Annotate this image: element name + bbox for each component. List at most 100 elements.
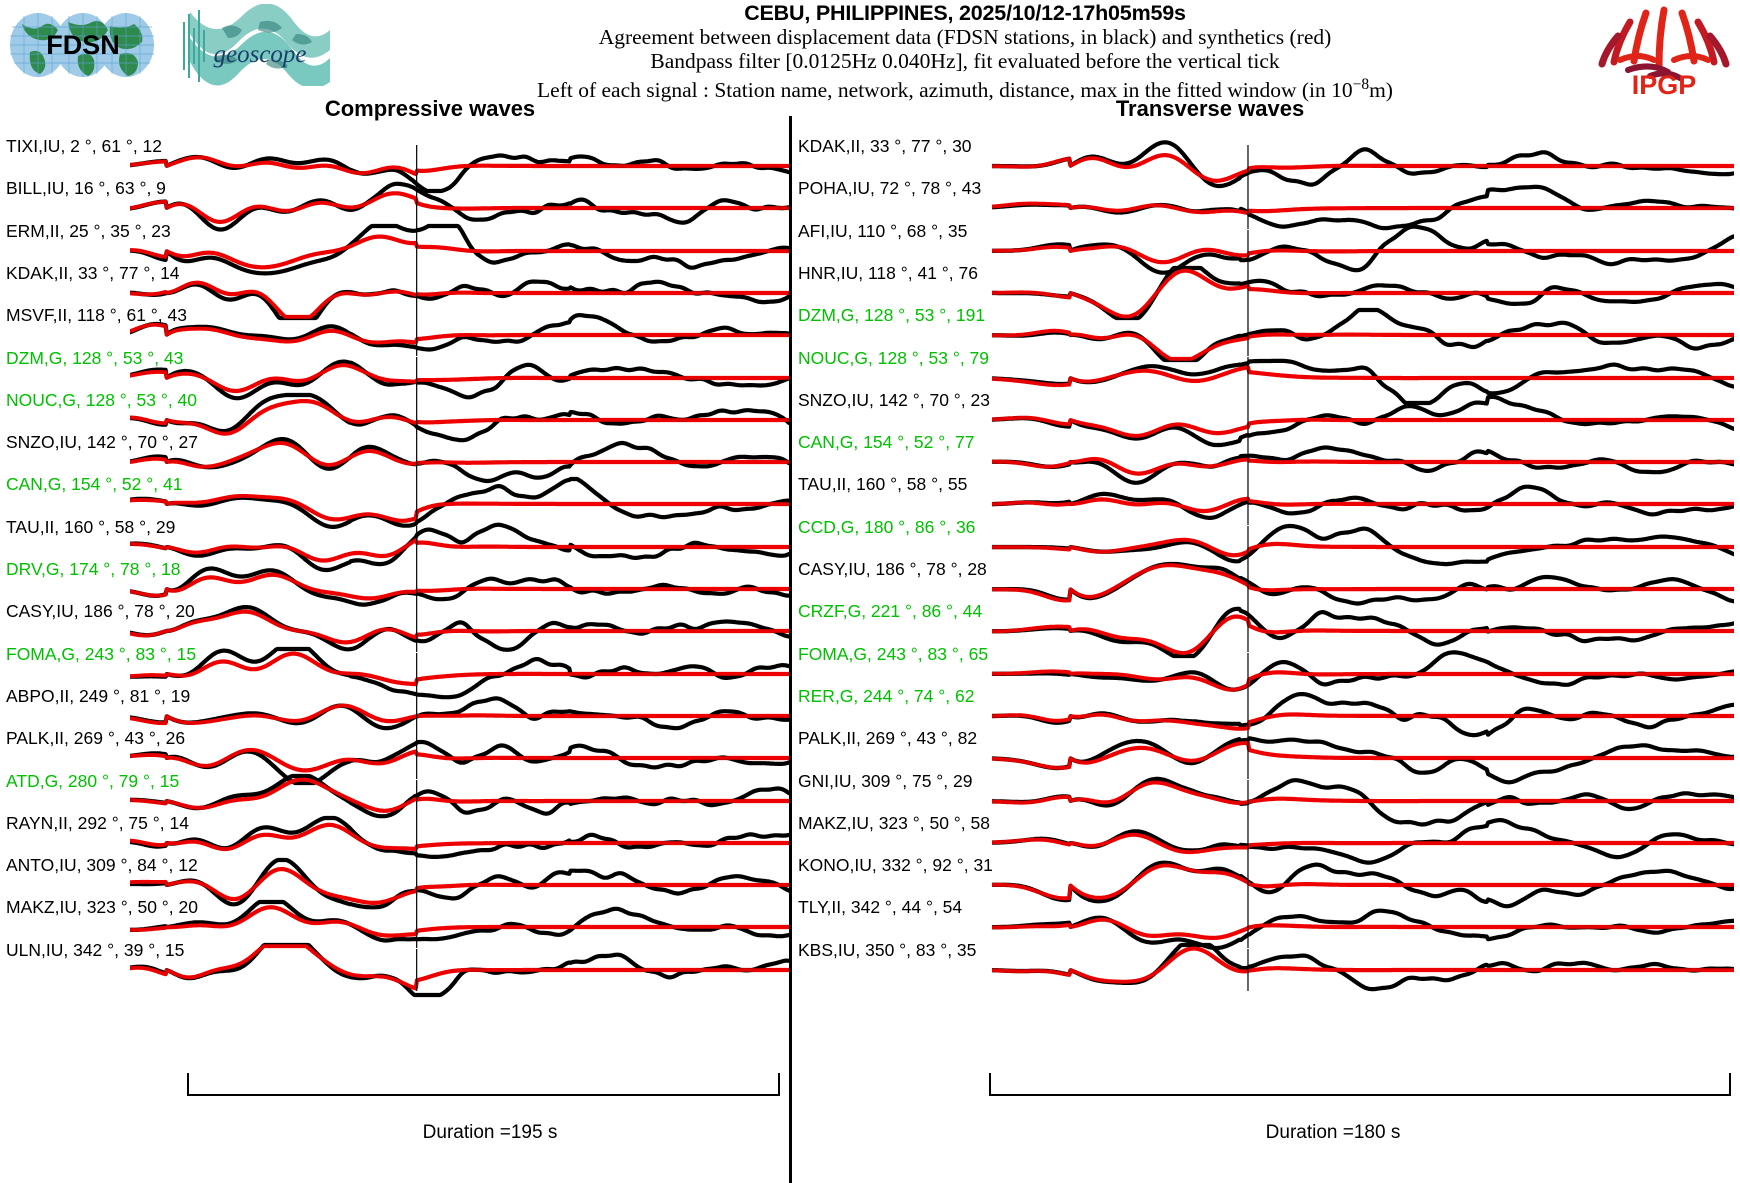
trace-label-rer: RER,G, 244 °, 74 °, 62 bbox=[798, 685, 975, 706]
waveform-bill-compressive bbox=[130, 181, 789, 232]
trace-label-kdak: KDAK,II, 33 °, 77 °, 14 bbox=[6, 262, 180, 283]
data-trace bbox=[130, 359, 789, 400]
synthetic-trace-overlay bbox=[130, 867, 789, 905]
trace-label-tau: TAU,II, 160 °, 58 °, 29 bbox=[6, 516, 176, 537]
trace-label-nouc: NOUC,G, 128 °, 53 °, 40 bbox=[6, 389, 198, 410]
trace-label-makz: MAKZ,IU, 323 °, 50 °, 20 bbox=[6, 897, 198, 918]
trace-row: CASY,IU, 186 °, 78 °, 28 bbox=[792, 555, 1734, 619]
trace-label-snzo: SNZO,IU, 142 °, 70 °, 27 bbox=[6, 432, 198, 453]
trace-label-kbs: KBS,IU, 350 °, 83 °, 35 bbox=[798, 939, 977, 960]
trace-label-casy: CASY,IU, 186 °, 78 °, 28 bbox=[798, 559, 987, 579]
synthetic-trace-overlay bbox=[130, 537, 789, 562]
synthetic-trace-overlay bbox=[992, 946, 1734, 984]
synthetic-trace-overlay bbox=[130, 191, 789, 224]
data-trace bbox=[130, 696, 789, 731]
duration-bracket-compressive bbox=[187, 1073, 780, 1096]
waveform-gni-transverse bbox=[992, 776, 1734, 827]
synthetic-trace-overlay bbox=[992, 614, 1734, 656]
data-trace bbox=[130, 942, 789, 997]
synthetic-trace-overlay bbox=[992, 832, 1734, 854]
trace-label-tau: TAU,II, 160 °, 58 °, 55 bbox=[798, 474, 968, 495]
synthetic-trace-overlay bbox=[992, 537, 1734, 557]
trace-row: CCD,G, 180 °, 86 °, 36 bbox=[792, 513, 1734, 577]
trace-row: POHA,IU, 72 °, 78 °, 43 bbox=[792, 174, 1734, 238]
synthetic-trace-overlay bbox=[130, 703, 789, 725]
waveform-abpo-compressive bbox=[130, 694, 789, 737]
trace-label-drv: DRV,G, 174 °, 78 °, 18 bbox=[6, 559, 181, 579]
trace-row: MAKZ,IU, 323 °, 50 °, 20 bbox=[0, 893, 789, 957]
trace-row: TIXI,IU, 2 °, 61 °, 12 bbox=[0, 132, 789, 196]
data-trace bbox=[992, 606, 1734, 659]
data-trace bbox=[130, 857, 789, 910]
synthetic-trace-overlay bbox=[130, 572, 789, 601]
waveform-snzo-transverse bbox=[992, 394, 1734, 447]
synthetic-trace bbox=[130, 776, 789, 813]
trace-row: CAN,G, 154 °, 52 °, 77 bbox=[792, 428, 1734, 492]
trace-row: GNI,IU, 309 °, 75 °, 29 bbox=[792, 767, 1734, 831]
synthetic-trace-overlay bbox=[992, 329, 1734, 361]
synthetic-trace-overlay bbox=[992, 918, 1734, 941]
waveform-kdak-transverse bbox=[992, 140, 1734, 189]
synthetic-trace-overlay bbox=[130, 234, 789, 269]
trace-label-bill: BILL,IU, 16 °, 63 °, 9 bbox=[6, 178, 166, 199]
waveform-makz-transverse bbox=[992, 817, 1734, 865]
trace-row: HNR,IU, 118 °, 41 °, 76 bbox=[792, 259, 1734, 323]
panel-transverse-waves: KDAK,II, 33 °, 77 °, 30 POHA,IU, 72 °, 78… bbox=[792, 0, 1740, 1183]
trace-row: RAYN,II, 292 °, 75 °, 14 bbox=[0, 809, 789, 873]
waveform-tixi-compressive bbox=[130, 145, 789, 194]
fdsn-logo-text: FDSN bbox=[46, 30, 120, 60]
synthetic-trace-overlay bbox=[992, 457, 1734, 476]
trace-label-hnr: HNR,IU, 118 °, 41 °, 76 bbox=[798, 262, 978, 283]
trace-label-palk: PALK,II, 269 °, 43 °, 82 bbox=[798, 728, 978, 749]
waveform-casy-compressive bbox=[130, 605, 789, 653]
synthetic-trace-overlay bbox=[992, 268, 1734, 319]
trace-row: NOUC,G, 128 °, 53 °, 40 bbox=[0, 386, 789, 450]
subtitle-legend-b: m) bbox=[1369, 78, 1393, 103]
waveform-nouc-compressive bbox=[130, 392, 789, 443]
synthetic-trace-overlay bbox=[130, 399, 789, 436]
data-trace bbox=[130, 223, 789, 276]
title-block: CEBU, PHILIPPINES, 2025/10/12-17h05m59s … bbox=[340, 1, 1590, 103]
trace-label-can: CAN,G, 154 °, 52 °, 41 bbox=[6, 474, 183, 495]
waveform-rer-transverse bbox=[992, 691, 1734, 738]
data-trace bbox=[992, 265, 1734, 320]
page-title: CEBU, PHILIPPINES, 2025/10/12-17h05m59s bbox=[744, 1, 1186, 25]
trace-label-abpo: ABPO,II, 249 °, 81 °, 19 bbox=[6, 685, 191, 706]
synthetic-trace-overlay bbox=[130, 748, 789, 773]
trace-row: SNZO,IU, 142 °, 70 °, 27 bbox=[0, 428, 789, 492]
synthetic-trace-overlay bbox=[992, 497, 1734, 514]
waveform-atd-compressive bbox=[130, 773, 789, 822]
trace-label-snzo: SNZO,IU, 142 °, 70 °, 23 bbox=[798, 389, 990, 410]
synthetic-trace-overlay bbox=[130, 280, 789, 319]
waveform-dzm-transverse bbox=[992, 308, 1734, 363]
trace-label-palk: PALK,II, 269 °, 43 °, 26 bbox=[6, 728, 186, 749]
trace-row: AFI,IU, 110 °, 68 °, 35 bbox=[792, 217, 1734, 281]
synthetic-trace-overlay bbox=[992, 153, 1734, 183]
synthetic-trace-overlay bbox=[130, 651, 789, 686]
waveform-ccd-transverse bbox=[992, 523, 1734, 568]
synthetic-trace-overlay bbox=[992, 669, 1734, 692]
synthetic-trace-overlay bbox=[130, 943, 789, 990]
waveform-can-compressive bbox=[130, 477, 789, 530]
synthetic-trace bbox=[992, 946, 1734, 984]
trace-label-casy: CASY,IU, 186 °, 78 °, 20 bbox=[6, 601, 195, 622]
trace-row: FOMA,G, 243 °, 83 °, 65 bbox=[792, 640, 1734, 704]
synthetic-trace-overlay bbox=[130, 905, 789, 938]
trace-row: CRZF,G, 221 °, 86 °, 44 bbox=[792, 597, 1734, 661]
trace-label-dzm: DZM,G, 128 °, 53 °, 191 bbox=[798, 305, 986, 326]
synthetic-trace-overlay bbox=[130, 362, 789, 393]
waveform-msvf-compressive bbox=[130, 313, 789, 357]
waveform-casy-transverse bbox=[992, 561, 1734, 610]
waveform-nouc-transverse bbox=[992, 356, 1734, 405]
ipgp-logo-text: IPGP bbox=[1632, 70, 1697, 96]
waveform-dzm-compressive bbox=[130, 356, 789, 400]
synthetic-trace-overlay bbox=[130, 441, 789, 469]
trace-row: KBS,IU, 350 °, 83 °, 35 bbox=[792, 936, 1734, 1000]
trace-label-kono: KONO,IU, 332 °, 92 °, 31 bbox=[798, 855, 993, 876]
waveform-palk-transverse bbox=[992, 736, 1734, 785]
ipgp-logo: IPGP bbox=[1598, 6, 1730, 96]
trace-row: MAKZ,IU, 323 °, 50 °, 58 bbox=[792, 809, 1734, 873]
geoscope-logo: geoscope bbox=[183, 4, 330, 86]
synthetic-trace-overlay bbox=[992, 780, 1734, 805]
trace-label-can: CAN,G, 154 °, 52 °, 77 bbox=[798, 432, 975, 453]
